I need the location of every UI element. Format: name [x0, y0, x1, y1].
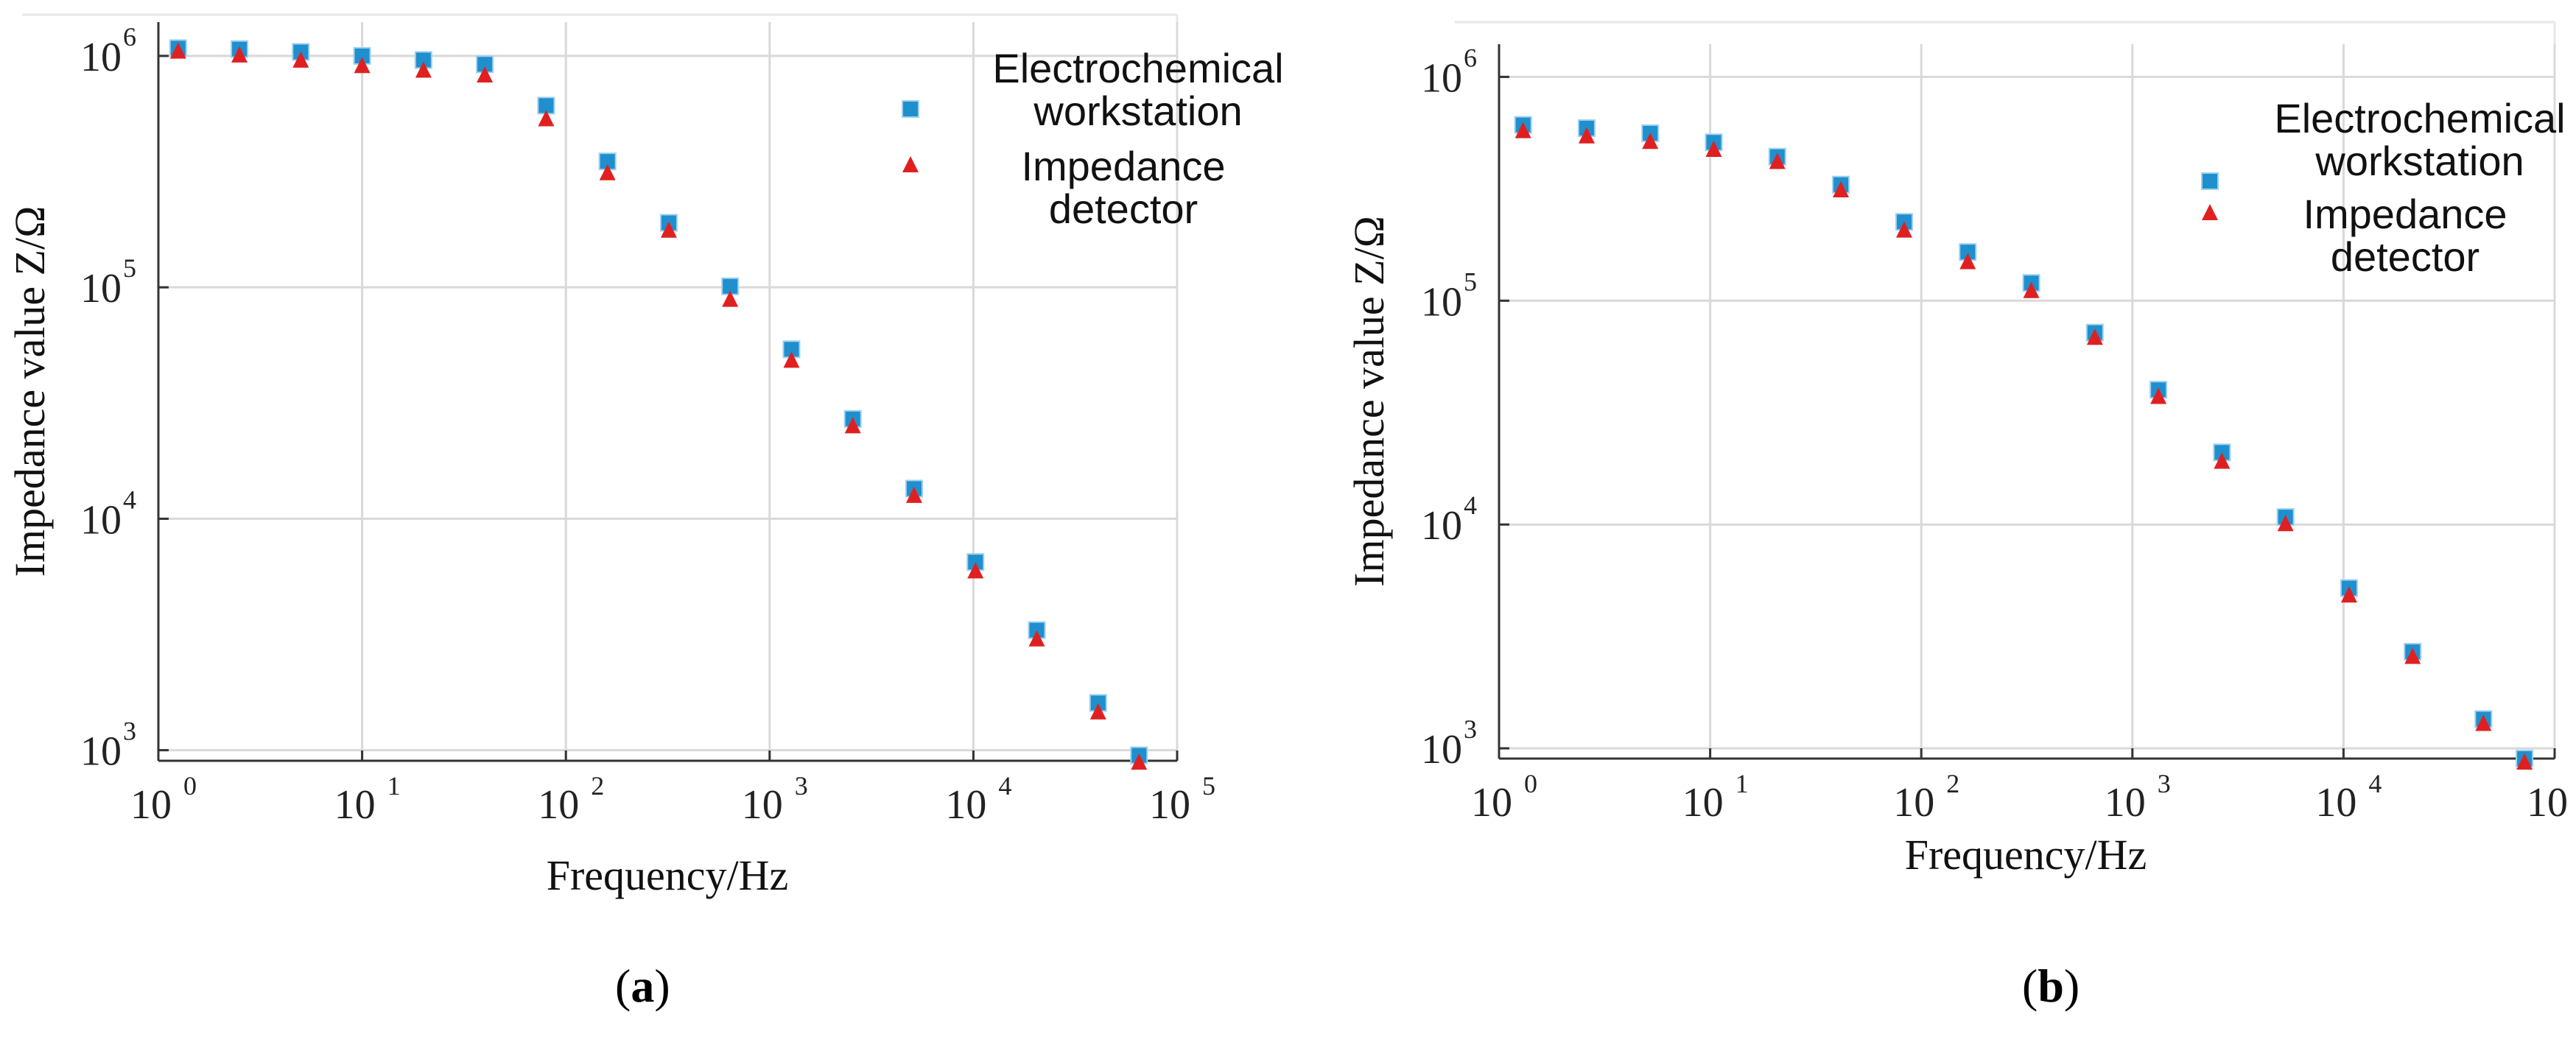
legend-label: workstation	[2314, 138, 2524, 184]
y-tick-label-exponent: 6	[123, 22, 136, 52]
y-axis-title: Impedance value Z/Ω	[1345, 216, 1393, 587]
x-tick-label-exponent: 4	[2368, 769, 2382, 798]
data-point-triangle	[2475, 714, 2492, 731]
y-tick-label-exponent: 4	[123, 485, 136, 514]
x-tick-label: 10	[945, 782, 986, 828]
data-point-triangle	[477, 66, 494, 83]
data-point-triangle	[599, 163, 616, 180]
legend-square-marker	[902, 100, 919, 118]
data-point-triangle	[2340, 586, 2357, 603]
data-point-triangle	[1896, 221, 1913, 238]
x-axis-title: Frequency/Hz	[547, 851, 789, 899]
x-tick-label-exponent: 1	[1736, 769, 1749, 798]
x-tick-label-exponent: 3	[795, 771, 808, 801]
legend-label: detector	[1049, 186, 1198, 232]
y-tick-label-exponent: 3	[1464, 714, 1477, 744]
legend-label: Impedance	[2303, 191, 2507, 237]
y-axis-title: Impedance value Z/Ω	[6, 206, 54, 577]
data-point-triangle	[905, 486, 922, 503]
x-tick-label-exponent: 5	[1202, 771, 1215, 801]
legend-label: Impedance	[1021, 143, 1225, 189]
data-point-triangle	[1642, 133, 1659, 150]
legend-triangle-marker	[902, 156, 919, 172]
x-tick-label: 10	[2315, 780, 2356, 826]
y-tick-label-exponent: 5	[1464, 267, 1477, 296]
legend-triangle-marker	[2202, 204, 2218, 220]
data-point-triangle	[2086, 328, 2103, 345]
x-tick-label: 10	[1893, 780, 1934, 826]
data-point-triangle	[1515, 122, 1531, 138]
data-point-triangle	[1578, 127, 1595, 144]
data-point-triangle	[169, 42, 186, 59]
data-point-triangle	[2404, 647, 2421, 664]
x-tick-label: 10	[1471, 780, 1512, 826]
x-tick-label-exponent: 0	[183, 771, 197, 801]
y-tick-label-exponent: 6	[1464, 43, 1477, 72]
data-point-triangle	[660, 221, 677, 238]
legend-square-marker	[2201, 172, 2219, 190]
x-axis-title: Frequency/Hz	[1905, 831, 2147, 879]
x-tick-label: 10	[1149, 782, 1190, 828]
y-tick-label: 10	[80, 729, 122, 775]
data-point-triangle	[538, 110, 555, 127]
x-tick-label: 10	[2105, 780, 2146, 826]
x-tick-label: 10	[334, 782, 376, 828]
x-tick-label-exponent: 2	[1946, 769, 1959, 798]
data-point-triangle	[722, 290, 739, 307]
y-tick-label: 10	[1421, 55, 1462, 101]
data-point-triangle	[231, 46, 248, 63]
x-tick-label: 10	[2527, 780, 2568, 826]
x-tick-label: 10	[1682, 780, 1724, 826]
x-tick-label-exponent: 3	[2158, 769, 2171, 798]
x-tick-label: 10	[130, 782, 172, 828]
data-point-triangle	[1089, 703, 1106, 720]
data-point-triangle	[1769, 152, 1786, 169]
data-point-triangle	[783, 351, 800, 368]
chart-panel-b: 100101102103104105103104105106Frequency/…	[1345, 21, 2568, 1012]
y-tick-label: 10	[1421, 279, 1462, 325]
y-tick-label-exponent: 4	[1464, 490, 1477, 520]
data-point-triangle	[967, 562, 984, 579]
data-point-triangle	[2277, 515, 2294, 532]
x-tick-label: 10	[742, 782, 783, 828]
x-tick-label-exponent: 1	[387, 771, 401, 801]
x-tick-label-exponent: 4	[998, 771, 1011, 801]
data-point-triangle	[1131, 753, 1148, 770]
y-tick-label: 10	[1421, 503, 1462, 549]
panel-caption: (b)	[2022, 960, 2080, 1012]
data-point-triangle	[2214, 452, 2231, 469]
data-point-triangle	[2150, 387, 2167, 404]
y-tick-label: 10	[80, 497, 122, 543]
x-tick-label-exponent: 0	[1524, 769, 1537, 798]
y-tick-label-exponent: 3	[123, 717, 136, 746]
legend-label: detector	[2331, 233, 2480, 280]
chart-panel-a: 10 0 10 1 10 2 10 3 10 4 10 510 310 410 510 6Frequency/…	[6, 13, 1284, 1012]
data-point-triangle	[2023, 281, 2040, 298]
data-point-triangle	[415, 61, 432, 78]
data-point-triangle	[1959, 253, 1976, 270]
x-tick-label: 10	[538, 782, 579, 828]
legend-label: Electrochemical	[2274, 95, 2565, 141]
data-point-triangle	[1833, 180, 1850, 197]
y-tick-label: 10	[80, 35, 122, 80]
legend-label: Electrochemical	[992, 45, 1283, 91]
panel-caption: (a)	[615, 960, 670, 1012]
data-point-triangle	[354, 57, 371, 74]
data-point-triangle	[292, 51, 309, 68]
data-point-triangle	[844, 417, 861, 434]
y-tick-label: 10	[80, 266, 122, 312]
y-tick-label-exponent: 5	[123, 253, 136, 283]
legend-label: workstation	[1033, 88, 1242, 134]
data-point-triangle	[1705, 141, 1722, 158]
x-tick-label-exponent: 2	[591, 771, 604, 801]
data-point-triangle	[1028, 630, 1045, 647]
y-tick-label: 10	[1421, 727, 1462, 773]
data-point-triangle	[2516, 753, 2533, 770]
